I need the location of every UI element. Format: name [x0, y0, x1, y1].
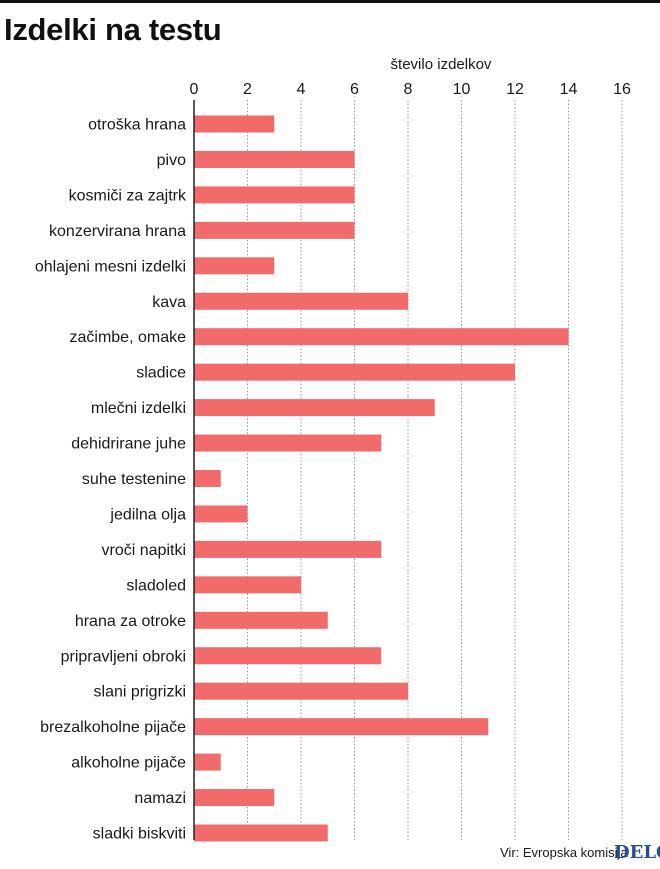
x-tick-labels: 0 2 4 6 8 10 12 14 16	[190, 81, 631, 98]
category-label: kosmiči za zajtrk	[69, 187, 187, 204]
bar	[194, 576, 301, 594]
category-label: otroška hrana	[88, 117, 186, 134]
bar	[194, 363, 515, 381]
category-label: dehidrirane juhe	[71, 436, 186, 453]
top-rule	[0, 0, 660, 3]
delo-logo: DELO	[614, 842, 660, 863]
bar	[194, 540, 382, 558]
bar	[194, 292, 408, 310]
x-tick-label: 16	[613, 81, 631, 98]
category-label: mlečni izdelki	[91, 400, 186, 417]
category-label: pripravljeni obroki	[61, 648, 186, 665]
bar	[194, 115, 275, 133]
category-label: brezalkoholne pijače	[40, 719, 186, 736]
bar	[194, 399, 435, 417]
bar	[194, 682, 408, 700]
bar	[194, 647, 382, 665]
x-tick-label: 2	[243, 81, 252, 98]
category-label: namazi	[134, 790, 186, 807]
bar	[194, 824, 328, 842]
category-label: alkoholne pijače	[71, 755, 186, 772]
category-label: sladoled	[126, 577, 186, 594]
category-label: jedilna olja	[109, 506, 186, 523]
bar	[194, 753, 221, 771]
category-label: kava	[152, 294, 186, 311]
bar	[194, 611, 328, 629]
bar	[194, 434, 382, 452]
category-label: pivo	[157, 152, 186, 169]
bar	[194, 328, 569, 346]
x-tick-label: 12	[506, 81, 524, 98]
source-note: Vir: Evropska komisija	[500, 845, 628, 860]
category-label: slani prigrizki	[94, 684, 186, 701]
category-label: suhe testenine	[82, 471, 186, 488]
category-label: ohlajeni mesni izdelki	[35, 258, 186, 275]
bar	[194, 150, 355, 168]
x-tick-label: 0	[190, 81, 199, 98]
category-labels: otroška hrana pivo kosmiči za zajtrk konzer…	[35, 117, 187, 843]
bar	[194, 789, 275, 807]
bar	[194, 505, 248, 523]
x-tick-label: 6	[350, 81, 359, 98]
category-label: sladice	[136, 365, 186, 382]
bar	[194, 221, 355, 239]
x-axis-label: število izdelkov	[391, 56, 492, 73]
x-tick-label: 8	[404, 81, 413, 98]
category-label: hrana za otroke	[75, 613, 186, 630]
bar	[194, 470, 221, 487]
bar	[194, 257, 275, 275]
category-label: sladki biskviti	[93, 826, 186, 843]
chart-title: Izdelki na testu	[4, 12, 222, 47]
category-label: konzervirana hrana	[49, 223, 186, 240]
bar	[194, 718, 489, 736]
category-label: vroči napitki	[102, 542, 186, 559]
x-tick-label: 10	[453, 81, 471, 98]
category-label: začimbe, omake	[70, 329, 187, 346]
bars	[194, 115, 569, 842]
x-tick-label: 4	[297, 81, 306, 98]
bar	[194, 186, 355, 204]
x-tick-label: 14	[560, 81, 578, 98]
